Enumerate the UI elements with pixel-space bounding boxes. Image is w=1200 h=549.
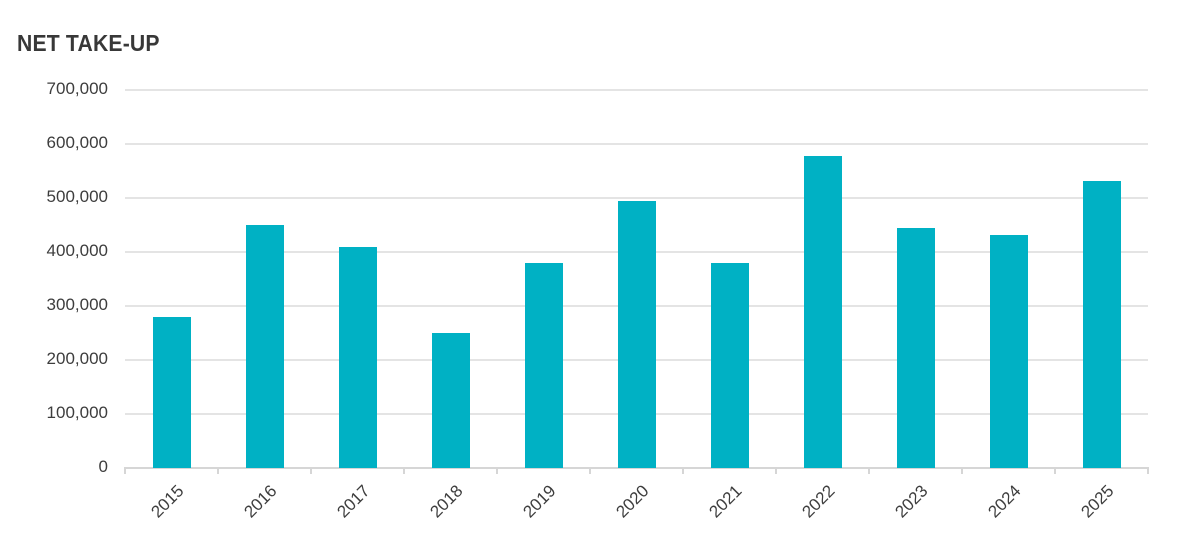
x-tick-label: 2017 [333,481,374,522]
x-axis-tick [496,467,499,474]
x-axis-tick [217,467,220,474]
x-axis-tick [682,467,685,474]
x-tick-label: 2024 [984,481,1025,522]
x-tick-label: 2025 [1077,481,1118,522]
x-axis-line [125,467,1149,469]
x-axis-tick [961,467,964,474]
y-tick-label: 400,000 [46,240,108,260]
bar-2023 [896,228,935,468]
bar-2025 [1082,180,1121,468]
x-axis-tick [775,467,778,474]
x-axis-tick [124,467,126,474]
y-tick-label: 200,000 [46,348,108,368]
x-axis-tick [403,467,406,474]
y-tick-label: 600,000 [46,132,108,152]
y-tick-label: 300,000 [46,294,108,314]
x-tick-label: 2023 [891,481,932,522]
bar-2017 [338,247,377,468]
y-tick-label: 100,000 [46,402,108,422]
bar-2018 [431,333,470,468]
y-tick-label: 500,000 [46,186,108,206]
x-tick-label: 2018 [426,481,467,522]
chart-title: NET TAKE-UP [17,30,160,56]
x-axis-tick [1147,467,1150,474]
bar-2021 [710,263,749,468]
bar-2024 [989,235,1028,468]
x-tick-label: 2015 [147,481,188,522]
bar-2022 [803,156,842,468]
y-tick-label: 0 [98,457,108,476]
x-tick-label: 2020 [612,481,653,522]
x-axis-tick [868,467,871,474]
bar-2020 [617,201,656,468]
x-tick-label: 2021 [705,481,746,522]
gridline [125,196,1149,199]
x-axis-tick [310,467,313,474]
gridline [125,142,1149,145]
x-axis-tick [589,467,592,474]
gridline [125,88,1149,91]
y-tick-label: 700,000 [46,78,108,98]
bar-2019 [524,263,563,468]
x-tick-label: 2016 [240,481,281,522]
x-tick-label: 2022 [798,481,839,522]
x-tick-label: 2019 [519,481,560,522]
bar-2016 [245,224,284,468]
bar-2015 [152,316,191,468]
x-axis-tick [1054,467,1057,474]
